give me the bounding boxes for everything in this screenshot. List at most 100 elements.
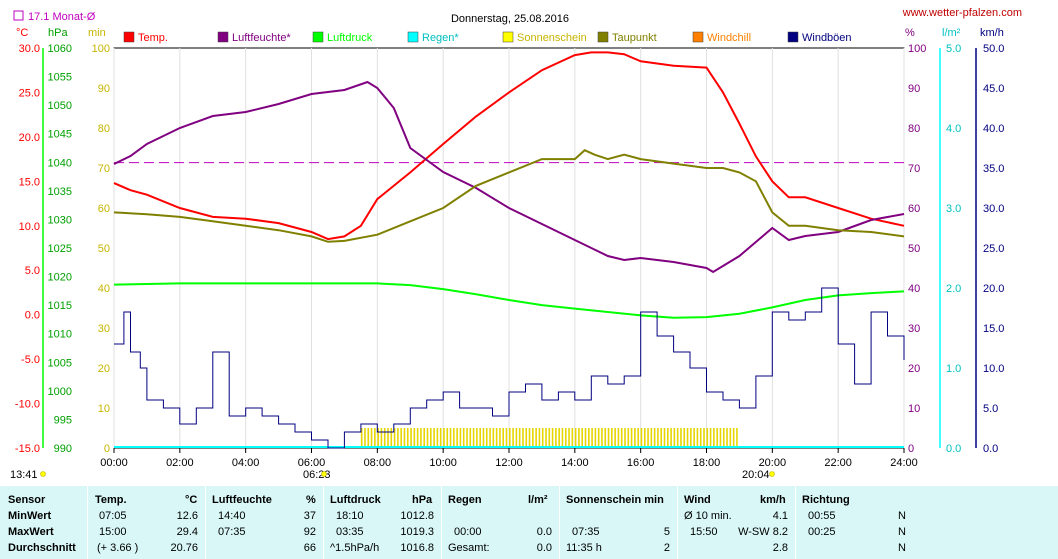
y-tick-label: 15.0 (983, 323, 1004, 335)
sunshine-bar (439, 428, 442, 448)
y-tick-label: 995 (54, 414, 72, 426)
y-tick-label: 30.0 (983, 203, 1004, 215)
y-tick-label: 990 (54, 443, 72, 455)
sunshine-bar (499, 428, 501, 448)
header-pressure-unit: hPa (412, 494, 433, 506)
wind-min-label: Ø 10 min. (684, 510, 732, 522)
legend-label: Windchill (707, 32, 751, 44)
sunshine-bar (624, 428, 626, 448)
sunshine-bar (449, 428, 452, 448)
series-line-temp (113, 51, 905, 241)
rain-unit: l/m² (942, 27, 961, 39)
legend-swatch (502, 31, 514, 43)
sunshine-bar (502, 428, 505, 448)
y-tick-label: 60 (98, 203, 110, 215)
y-tick-label: 45.0 (983, 83, 1004, 95)
direction-min-value: N (898, 510, 906, 522)
y-tick-label: 70 (98, 163, 110, 175)
y-tick-label: 1060 (48, 43, 72, 55)
temp-max-time: 15:00 (99, 526, 127, 538)
y-tick-label: 50.0 (983, 43, 1004, 55)
temp-trend: (+ 3.66 ) (97, 542, 139, 554)
sunshine-bar (377, 428, 379, 448)
sunshine-bar (380, 428, 383, 448)
series-line-luftfeuchte (113, 80, 905, 274)
x-tick-label: 04:00 (232, 457, 260, 469)
y-tick-label: 0.0 (946, 443, 961, 455)
y-tick-label: 0.0 (983, 443, 998, 455)
x-tick-label: 02:00 (166, 457, 194, 469)
sunshine-bar (650, 428, 653, 448)
sunshine-bar (485, 428, 488, 448)
sunshine-bar (489, 428, 491, 448)
sunshine-bar (716, 428, 718, 448)
rain-max-value: 0.0 (536, 526, 552, 538)
sunshine-bar (479, 428, 481, 448)
sunshine-bar (433, 428, 435, 448)
sunshine-bar (657, 428, 659, 448)
legend-label: Temp. (138, 32, 168, 44)
humidity-column: Luftfeuchte % 14:40 37 07:35 92 66 (206, 486, 323, 559)
direction-max-value: N (898, 526, 906, 538)
legend-label: Regen* (422, 32, 459, 44)
sunshine-bar (374, 428, 376, 448)
x-tick-label: 08:00 (364, 457, 392, 469)
y-tick-label: 1055 (48, 72, 72, 84)
sunshine-bar (532, 428, 534, 448)
y-tick-label: 1010 (48, 329, 72, 341)
temp-column: Temp. °C 07:05 12.6 15:00 29.4 (+ 3.66 )… (88, 486, 205, 559)
sunshine-bar (495, 428, 498, 448)
sunrise-marker: 06:23 (303, 469, 331, 481)
x-tick-label: 06:00 (298, 457, 326, 469)
pressure-avg-value: 1016.8 (400, 542, 434, 554)
y-tick-label: 2.0 (946, 283, 961, 295)
sunshine-bar (634, 428, 636, 448)
sunset-marker: 20:04 (742, 469, 775, 481)
sunshine-bar (584, 428, 587, 448)
y-tick-label: 20.0 (983, 283, 1004, 295)
sunshine-max-value: 5 (663, 526, 670, 538)
header-humidity-unit: % (306, 494, 316, 506)
humidity-avg-value: 66 (303, 542, 316, 554)
y-tick-label: 1020 (48, 272, 72, 284)
sunshine-bar (456, 428, 458, 448)
header-wind: Wind (684, 494, 711, 506)
pressure-min-time: 18:10 (336, 510, 364, 522)
y-tick-label: 1015 (48, 300, 72, 312)
y-tick-label: 50 (98, 243, 110, 255)
y-tick-label: 80 (98, 123, 110, 135)
header-direction: Richtung (802, 494, 850, 506)
sunshine-bar (469, 428, 472, 448)
sunshine-bar (729, 428, 732, 448)
sunshine-bar (663, 428, 666, 448)
pressure-max-time: 03:35 (336, 526, 364, 538)
legend-swatch (407, 31, 419, 43)
sunshine-bar (518, 428, 521, 448)
y-tick-label: 1035 (48, 186, 72, 198)
y-tick-label: -15.0 (15, 443, 40, 455)
y-tick-label: 20 (98, 363, 110, 375)
direction-avg-value: N (898, 542, 906, 554)
sunshine-bar (548, 428, 551, 448)
website-link[interactable]: www.wetter-pfalzen.com (902, 7, 1022, 19)
current-time-marker: 13:41 (10, 469, 46, 481)
legend-swatch (217, 31, 229, 43)
y-tick-label: 100 (92, 43, 110, 55)
sunshine-bar (706, 428, 709, 448)
sunshine-bar (535, 428, 537, 448)
chart-title: Donnerstag, 25.08.2016 (451, 13, 569, 25)
x-tick-label: 22:00 (824, 457, 852, 469)
y-tick-label: 80 (908, 123, 920, 135)
y-tick-label: 1040 (48, 157, 72, 169)
humidity-min-value: 37 (303, 510, 316, 522)
temp-min-value: 12.6 (176, 510, 198, 522)
sunshine-bar (643, 428, 646, 448)
sunshine-bar (713, 428, 715, 448)
sunshine-bar (597, 428, 600, 448)
header-sunshine: Sonnenschein min (566, 494, 664, 506)
sunshine-unit: min (88, 27, 106, 39)
row-label-avg: Durchschnitt (8, 542, 76, 554)
y-tick-label: -5.0 (21, 354, 40, 366)
sunshine-bar (732, 428, 735, 448)
y-tick-label: 0 (908, 443, 914, 455)
